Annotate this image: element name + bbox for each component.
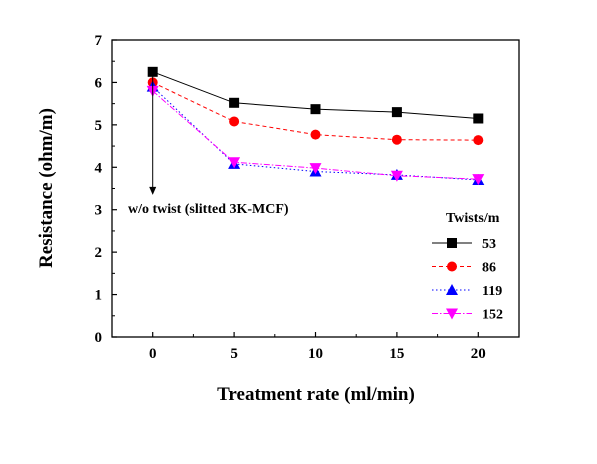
legend-item-86: 86 bbox=[432, 261, 496, 276]
legend-item-119: 119 bbox=[432, 284, 502, 299]
legend-marker bbox=[447, 238, 457, 248]
series-line bbox=[152, 81, 479, 141]
data-point bbox=[310, 129, 321, 140]
data-point bbox=[472, 174, 485, 186]
data-point bbox=[390, 170, 403, 182]
data-point bbox=[391, 134, 402, 145]
x-tick-label: 15 bbox=[389, 346, 404, 362]
y-tick-label: 6 bbox=[95, 75, 103, 91]
legend-title: Twists/m bbox=[446, 211, 500, 226]
y-tick-label: 3 bbox=[95, 203, 103, 219]
legend-label: 53 bbox=[482, 237, 496, 252]
legend-marker bbox=[447, 261, 457, 272]
x-tick-label: 5 bbox=[230, 346, 238, 362]
legend: Twists/m 53 86 119 152 bbox=[432, 211, 503, 323]
y-tick-label: 1 bbox=[95, 288, 103, 304]
annotation-arrow bbox=[149, 71, 157, 195]
series-86 bbox=[147, 77, 484, 146]
plot-frame bbox=[111, 39, 520, 338]
data-point bbox=[473, 113, 484, 124]
series-152 bbox=[146, 85, 485, 186]
annotation-label: w/o twist (slitted 3K-MCF) bbox=[128, 202, 289, 217]
legend-marker bbox=[446, 284, 458, 295]
x-tick-label: 0 bbox=[149, 346, 157, 362]
legend-label: 119 bbox=[482, 284, 502, 299]
data-point bbox=[228, 157, 241, 169]
y-tick-label: 7 bbox=[95, 33, 103, 49]
y-tick-label: 5 bbox=[95, 118, 103, 134]
data-point bbox=[310, 104, 321, 115]
plot-layer bbox=[146, 66, 485, 195]
x-tick-label: 10 bbox=[308, 346, 323, 362]
ticks-layer: 0 5 10 15 20 0 1 2 3 4 5 6 7 bbox=[95, 33, 486, 362]
legend-label: 152 bbox=[482, 308, 503, 323]
x-axis-title: Treatment rate (ml/min) bbox=[217, 384, 415, 405]
legend-item-53: 53 bbox=[432, 237, 496, 252]
legend-label: 86 bbox=[482, 261, 496, 276]
data-point bbox=[229, 116, 240, 127]
data-point bbox=[229, 97, 240, 108]
x-tick-label: 20 bbox=[471, 346, 486, 362]
y-tick-label: 4 bbox=[95, 160, 103, 176]
y-tick-label: 2 bbox=[95, 245, 103, 261]
data-point bbox=[473, 135, 484, 146]
y-axis-title: Resistance (ohm/m) bbox=[36, 108, 57, 268]
data-point bbox=[391, 107, 402, 118]
legend-item-152: 152 bbox=[432, 308, 503, 323]
legend-marker bbox=[446, 308, 458, 320]
series-53 bbox=[147, 66, 484, 124]
y-tick-label: 0 bbox=[95, 330, 103, 346]
data-point bbox=[309, 163, 322, 175]
